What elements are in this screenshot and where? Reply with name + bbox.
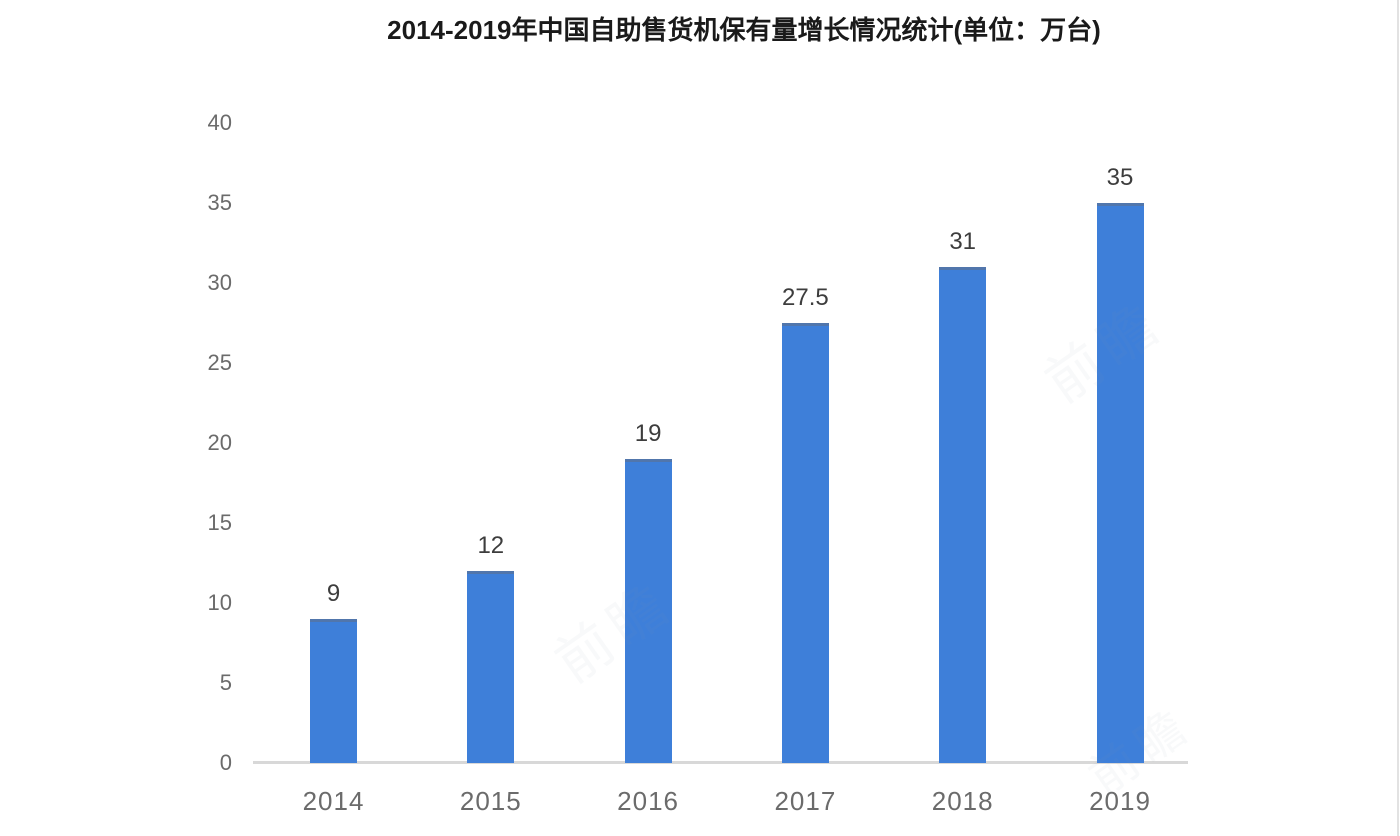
image-right-border xyxy=(1397,0,1399,836)
y-tick-label: 5 xyxy=(219,670,232,695)
x-tick-label: 2015 xyxy=(459,786,522,816)
bar-value-label: 31 xyxy=(949,228,977,255)
x-axis-line xyxy=(253,761,1188,764)
x-tick-label: 2018 xyxy=(931,786,994,816)
bar-2018 xyxy=(939,267,987,763)
x-tick-label: 2016 xyxy=(617,786,680,816)
bar-value-label: 35 xyxy=(1106,164,1134,191)
chart-title: 2014-2019年中国自助售货机保有量增长情况统计(单位：万台) xyxy=(387,15,1101,45)
bar-2014 xyxy=(310,619,357,763)
y-tick-label: 0 xyxy=(219,750,232,775)
x-tick-label: 2019 xyxy=(1089,786,1151,816)
bar-2019 xyxy=(1096,203,1144,763)
y-tick-label: 35 xyxy=(207,190,232,215)
x-tick-label: 2017 xyxy=(774,786,837,816)
bar-value-label: 12 xyxy=(477,532,505,559)
x-tick-label: 2014 xyxy=(302,786,365,816)
y-tick-label: 20 xyxy=(207,430,232,455)
y-tick-label: 15 xyxy=(207,510,232,535)
y-tick-label: 40 xyxy=(207,110,232,135)
y-tick-label: 25 xyxy=(207,350,232,375)
bar-value-label: 19 xyxy=(634,420,662,447)
bar-2015 xyxy=(467,571,515,763)
y-tick-label: 10 xyxy=(207,590,232,615)
bar-2016 xyxy=(624,459,672,763)
y-tick-label: 30 xyxy=(207,270,232,295)
bar-2017 xyxy=(781,323,829,763)
bar-value-label: 27.5 xyxy=(782,284,829,311)
bar-value-label: 9 xyxy=(326,580,341,607)
